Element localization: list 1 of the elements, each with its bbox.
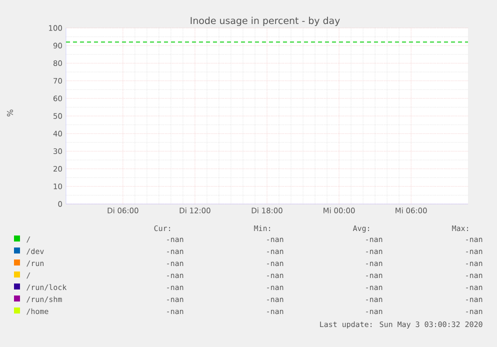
chart-title: Inode usage in percent - by day xyxy=(190,16,340,26)
